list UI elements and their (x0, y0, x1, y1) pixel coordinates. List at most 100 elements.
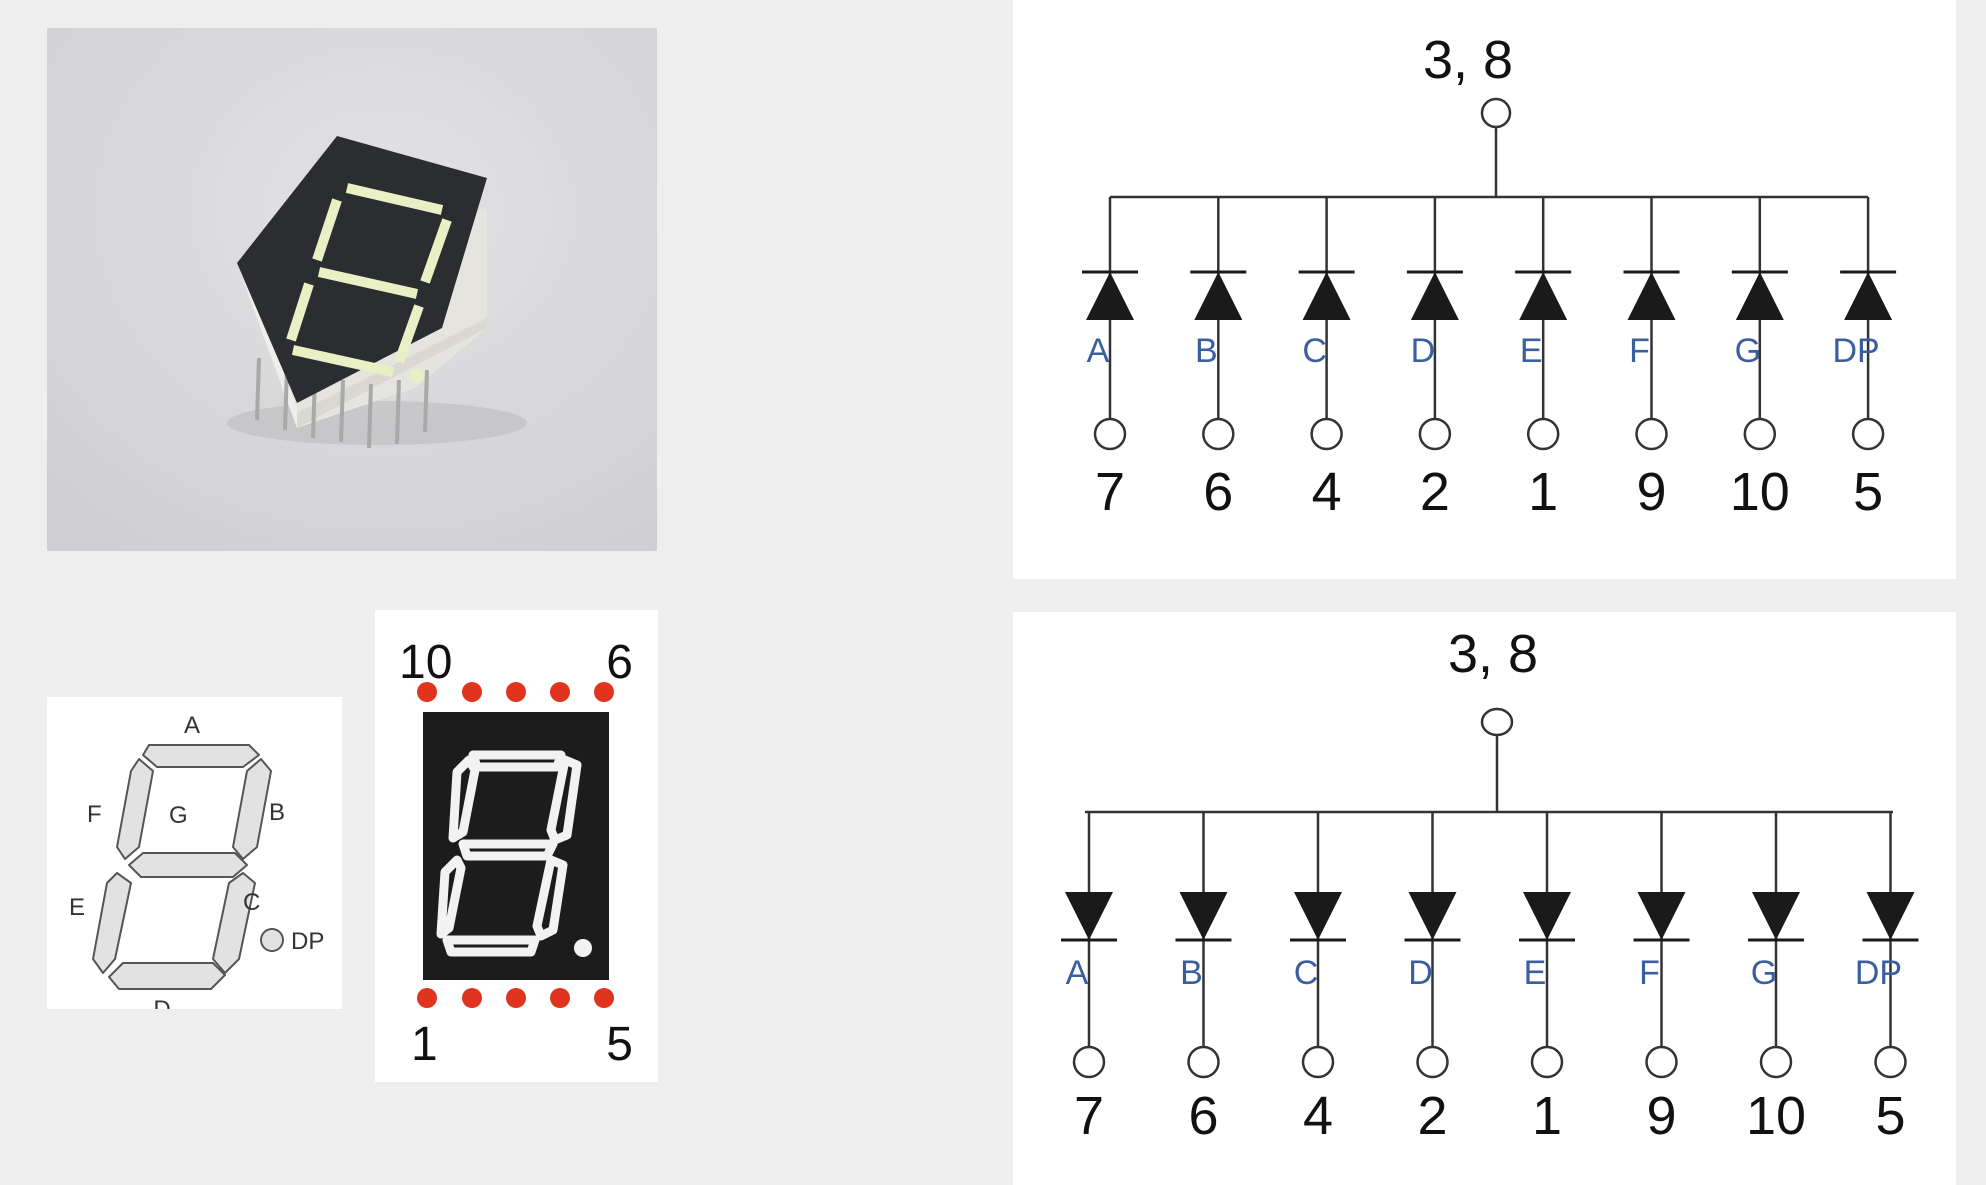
branch-a: A7 (1061, 812, 1117, 1146)
common-anode-pin-label: 3, 8 (1423, 30, 1513, 90)
segment-label: C (1294, 954, 1319, 992)
pin-number: 9 (1636, 462, 1666, 522)
pin-terminal (1301, 1045, 1335, 1079)
segment-map-diagram: A B C D E F G DP (69, 712, 324, 1009)
lit-segments (286, 183, 452, 377)
segment-label: C (1302, 332, 1327, 370)
common-anode-schematic: 3, 8 A 7 B 6 C 4 D 2 E 1 F 9 G 10 DP 5 (1013, 0, 1956, 579)
pin-terminal (1526, 417, 1560, 451)
label-g: G (169, 802, 188, 829)
segment-label: G (1735, 332, 1761, 370)
diode-d (1410, 272, 1459, 320)
diode-g (1735, 272, 1784, 320)
pin-terminal (1874, 1045, 1907, 1079)
diode-c (1302, 272, 1351, 320)
branch-g: G 10 (1746, 812, 1806, 1146)
pin-number: 2 (1420, 462, 1450, 522)
branch-f: F9 (1633, 812, 1690, 1146)
branch-d: D2 (1404, 812, 1461, 1146)
branch-dp: DP 5 (1832, 197, 1897, 522)
segment-a (142, 744, 260, 768)
segment-label: D (1408, 954, 1433, 992)
segment-label: F (1629, 332, 1650, 370)
label-d: D (153, 996, 170, 1009)
diode-d (1408, 892, 1457, 940)
branch-c: C4 (1290, 812, 1346, 1146)
label-dp: DP (291, 928, 324, 955)
segment-label: A (1087, 332, 1110, 370)
display-segments (436, 750, 582, 957)
pin-terminal (1202, 417, 1235, 451)
pin-terminal (1093, 417, 1127, 451)
segment-label: E (1524, 954, 1547, 992)
pin-number: 10 (1746, 1086, 1806, 1146)
diode-c (1294, 892, 1342, 940)
pin-number: 1 (1528, 462, 1558, 522)
segment-f (116, 758, 154, 860)
label-c: C (243, 889, 260, 916)
pin-terminal (1851, 417, 1885, 451)
segment-label: DP (1832, 332, 1879, 370)
pin-label-top-left: 10 (399, 636, 452, 689)
segment-label: A (1066, 954, 1089, 992)
segment-c (212, 872, 256, 974)
segment-label: B (1195, 332, 1218, 370)
pin-terminal (1187, 1045, 1220, 1079)
pin-number: 5 (1875, 1086, 1905, 1146)
common-cathode-pin-label: 3, 8 (1448, 624, 1538, 684)
common-cathode-terminal (1480, 707, 1514, 737)
common-cathode-schematic: 3, 8 A 7 B 6 C 4 D 2 E 1 F 9 G 10 DP 5 (1013, 612, 1956, 1185)
branch-b: B6 (1175, 812, 1232, 1146)
diode-b (1194, 272, 1243, 320)
pin-number: 6 (1188, 1086, 1218, 1146)
branch-e: E1 (1519, 812, 1575, 1146)
segment-label: E (1520, 332, 1543, 370)
pin-terminal (1530, 1045, 1564, 1079)
segment-b (232, 758, 272, 860)
label-a: A (184, 712, 200, 739)
pin-terminal (1416, 1045, 1449, 1079)
diode-g (1752, 892, 1800, 940)
label-f: F (87, 801, 102, 828)
branch-c: C4 (1298, 197, 1355, 522)
branch-e: E1 (1515, 197, 1572, 522)
label-b: B (269, 799, 285, 826)
pin-terminal (1743, 417, 1777, 451)
pin-label-bottom-left: 1 (411, 1018, 438, 1071)
diode-e (1519, 272, 1568, 320)
branch-b: B6 (1190, 197, 1247, 522)
pinout-diagram: 10 6 1 5 (375, 610, 658, 1082)
pin-number: 7 (1074, 1086, 1104, 1146)
pin-terminal (1072, 1045, 1106, 1079)
pin-terminal (1310, 417, 1343, 451)
led-module-illustration (47, 28, 657, 551)
product-photo (47, 28, 657, 551)
pin-number: 4 (1303, 1086, 1333, 1146)
pin-number: 9 (1646, 1086, 1676, 1146)
branch-dp: DP 5 (1855, 812, 1919, 1146)
pin-terminal (1635, 417, 1668, 451)
segment-label: B (1180, 954, 1203, 992)
diode-f (1627, 272, 1676, 320)
segment-e (92, 872, 132, 974)
common-anode-terminal (1480, 97, 1512, 129)
pin-label-top-right: 6 (606, 636, 633, 689)
segment-dp (260, 928, 284, 952)
pin-terminal (1418, 417, 1452, 451)
branch-a: A7 (1082, 197, 1138, 522)
diode-f (1637, 892, 1686, 940)
top-pin-row (417, 682, 614, 702)
pin-number: 2 (1417, 1086, 1447, 1146)
branch-f: F9 (1623, 197, 1680, 522)
pin-number: 6 (1203, 462, 1233, 522)
pin-number: 7 (1095, 462, 1125, 522)
pin-label-bottom-right: 5 (606, 1018, 633, 1071)
pin-terminal (1759, 1045, 1793, 1079)
segment-label: F (1639, 954, 1660, 992)
segment-label: G (1751, 954, 1777, 992)
diode-a (1086, 272, 1134, 320)
segment-g (128, 852, 248, 878)
diode-dp (1844, 272, 1893, 320)
